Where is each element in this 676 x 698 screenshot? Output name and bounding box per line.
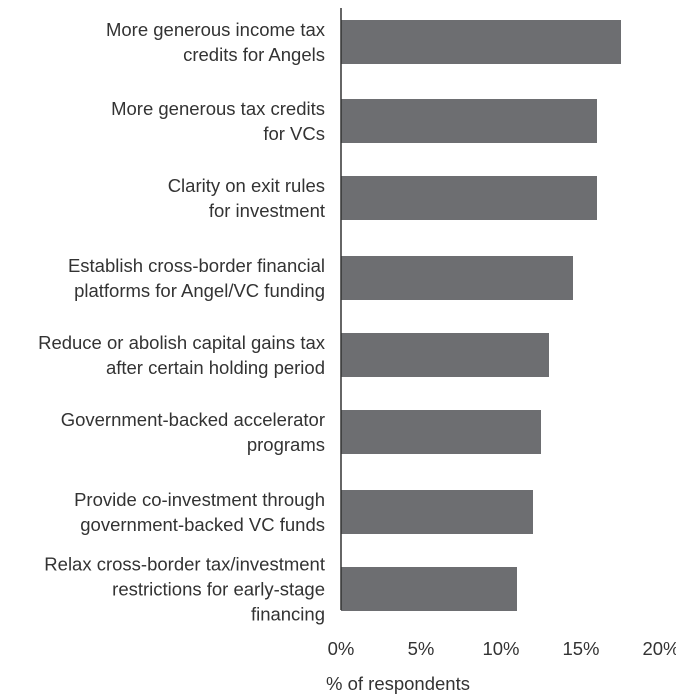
bar-8 (341, 567, 517, 611)
bar-7 (341, 490, 533, 534)
category-label-2-line-1: More generous tax credits (111, 98, 325, 119)
x-tick-label-5: 20% (642, 638, 676, 659)
category-label-2-line-2: for VCs (263, 123, 325, 144)
x-tick-label-1: 0% (328, 638, 355, 659)
category-label-4-line-2: platforms for Angel/VC funding (74, 280, 325, 301)
bar-2 (341, 99, 597, 143)
x-tick-label-2: 5% (408, 638, 435, 659)
bar-6 (341, 410, 541, 454)
category-label-1-line-1: More generous income tax (106, 19, 326, 40)
x-tick-label-3: 10% (482, 638, 519, 659)
category-label-8-line-1: Relax cross-border tax/investment (44, 554, 325, 575)
x-tick-labels: 0% 5% 10% 15% 20% (328, 638, 676, 659)
category-label-5-line-1: Reduce or abolish capital gains tax (38, 332, 326, 353)
bar-5 (341, 333, 549, 377)
category-label-3-line-2: for investment (209, 200, 325, 221)
category-labels: More generous income tax credits for Ange… (38, 19, 326, 625)
bars-group (341, 20, 621, 611)
category-label-6-line-1: Government-backed accelerator (61, 409, 325, 430)
category-label-6-line-2: programs (247, 434, 325, 455)
category-label-8-line-2: restrictions for early-stage (112, 579, 325, 600)
bar-1 (341, 20, 621, 64)
bar-4 (341, 256, 573, 300)
category-label-3-line-1: Clarity on exit rules (168, 175, 325, 196)
category-label-8-line-3: financing (251, 604, 325, 625)
x-axis-title: % of respondents (326, 673, 470, 694)
x-tick-label-4: 15% (562, 638, 599, 659)
category-label-7-line-2: government-backed VC funds (80, 514, 325, 535)
bar-3 (341, 176, 597, 220)
category-label-5-line-2: after certain holding period (106, 357, 325, 378)
category-label-4-line-1: Establish cross-border financial (68, 255, 325, 276)
category-label-7-line-1: Provide co-investment through (74, 489, 325, 510)
category-label-1-line-2: credits for Angels (183, 44, 325, 65)
